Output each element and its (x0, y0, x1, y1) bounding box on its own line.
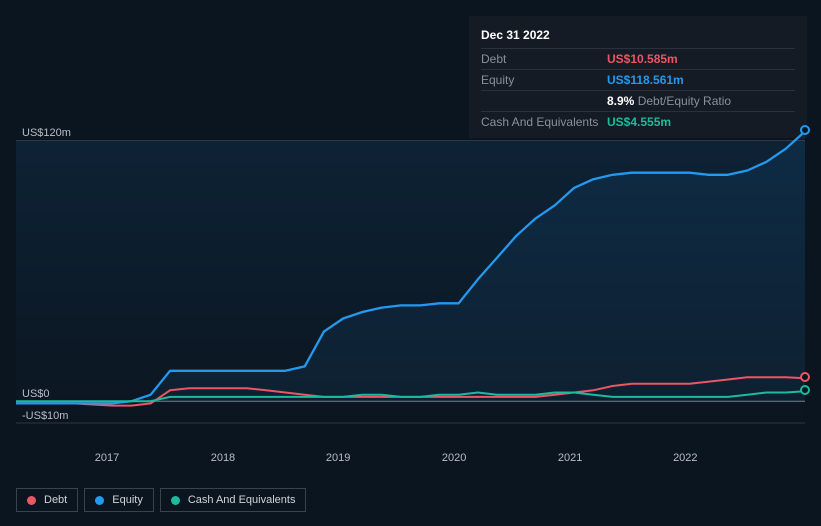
tooltip-row: 8.9% Debt/Equity Ratio (481, 90, 795, 111)
tooltip-value-suffix: Debt/Equity Ratio (634, 94, 731, 108)
series-end-marker (800, 125, 810, 135)
legend-item-debt[interactable]: Debt (16, 488, 78, 512)
y-axis-label: US$120m (22, 127, 71, 139)
x-axis-label: 2018 (211, 452, 235, 464)
legend-label: Equity (112, 494, 143, 506)
x-axis-label: 2017 (95, 452, 119, 464)
tooltip-value: US$10.585m (607, 51, 678, 67)
tooltip-label: Equity (481, 72, 607, 88)
x-axis-label: 2022 (673, 452, 697, 464)
x-axis-label: 2020 (442, 452, 466, 464)
chart-svg (16, 120, 805, 440)
tooltip-value: 8.9% Debt/Equity Ratio (607, 93, 731, 109)
tooltip-row: EquityUS$118.561m (481, 69, 795, 90)
series-end-marker (800, 372, 810, 382)
tooltip-label: Debt (481, 51, 607, 67)
tooltip-row: DebtUS$10.585m (481, 48, 795, 69)
y-axis-label: US$0 (22, 388, 50, 400)
legend-item-equity[interactable]: Equity (84, 488, 154, 512)
chart-plot-background (16, 140, 805, 423)
legend-item-cash-and-equivalents[interactable]: Cash And Equivalents (160, 488, 307, 512)
series-end-marker (800, 385, 810, 395)
y-axis-label: -US$10m (22, 410, 68, 422)
chart-legend: Debt Equity Cash And Equivalents (16, 488, 306, 512)
legend-label: Debt (44, 494, 67, 506)
legend-swatch (27, 496, 36, 505)
tooltip-label (481, 93, 607, 109)
legend-swatch (95, 496, 104, 505)
legend-label: Cash And Equivalents (188, 494, 296, 506)
x-axis-label: 2019 (326, 452, 350, 464)
tooltip-date: Dec 31 2022 (481, 24, 795, 48)
x-axis-label: 2021 (558, 452, 582, 464)
legend-swatch (171, 496, 180, 505)
debt-equity-chart[interactable]: US$120m US$0 -US$10m 2017 2018 2019 2020 2021 2… (16, 120, 805, 470)
tooltip-value: US$118.561m (607, 72, 684, 88)
